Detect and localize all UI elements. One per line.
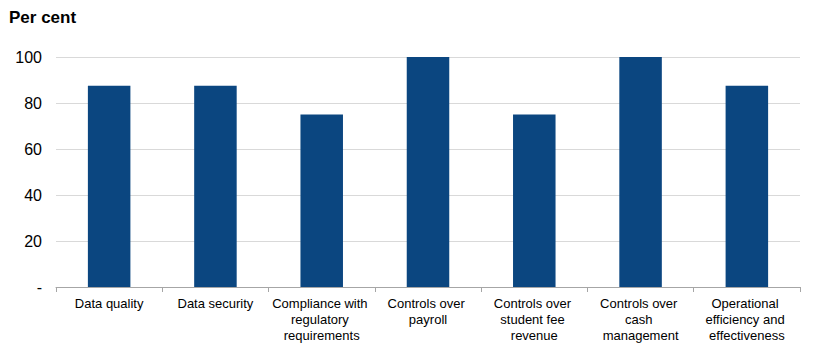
- svg-text:Data quality: Data quality: [75, 296, 144, 311]
- svg-text:payroll: payroll: [409, 312, 447, 327]
- svg-text:Per cent: Per cent: [9, 8, 76, 27]
- svg-text:40: 40: [24, 187, 42, 204]
- svg-text:Compliance with: Compliance with: [272, 296, 371, 311]
- svg-text:Controls over: Controls over: [494, 296, 575, 311]
- svg-text:effectiveness: effectiveness: [709, 328, 785, 343]
- svg-text:revenue: revenue: [511, 328, 558, 343]
- svg-text:100: 100: [15, 49, 42, 66]
- svg-text:Operational: Operational: [711, 296, 782, 311]
- svg-text:student fee: student fee: [500, 312, 568, 327]
- svg-text:Controls over: Controls over: [600, 296, 681, 311]
- svg-text:60: 60: [24, 141, 42, 158]
- svg-text:20: 20: [24, 233, 42, 250]
- svg-text:80: 80: [24, 95, 42, 112]
- svg-text:cash: cash: [625, 312, 656, 327]
- svg-text:management: management: [603, 328, 679, 343]
- svg-text:requirements: requirements: [284, 328, 360, 343]
- svg-text:Data security: Data security: [177, 296, 253, 311]
- svg-text:-: -: [37, 279, 42, 296]
- svg-text:regulatory: regulatory: [291, 312, 352, 327]
- svg-text:Controls over: Controls over: [388, 296, 469, 311]
- svg-text:efficiency and: efficiency and: [705, 312, 788, 327]
